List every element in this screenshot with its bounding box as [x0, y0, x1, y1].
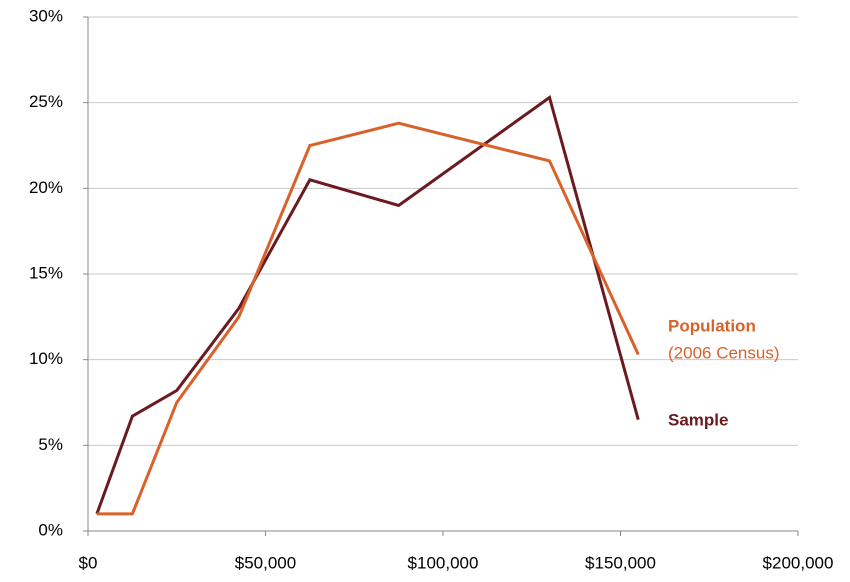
x-tick-label: $50,000 [235, 553, 296, 572]
y-tick-label: 30% [29, 6, 63, 25]
y-tick-label: 20% [29, 178, 63, 197]
series-label: Population [668, 316, 756, 335]
x-tick-label: $0 [79, 553, 98, 572]
annotation: (2006 Census) [668, 343, 780, 362]
x-tick-label: $100,000 [408, 553, 479, 572]
x-tick-label: $150,000 [585, 553, 656, 572]
y-tick-label: 0% [38, 520, 63, 539]
x-tick-label: $200,000 [763, 553, 834, 572]
y-tick-label: 10% [29, 349, 63, 368]
line-series [96, 121, 640, 516]
y-tick-label: 15% [29, 263, 63, 282]
line-series [95, 95, 640, 515]
y-tick-label: 25% [29, 92, 63, 111]
series-label: Sample [668, 410, 728, 429]
y-tick-label: 5% [38, 435, 63, 454]
